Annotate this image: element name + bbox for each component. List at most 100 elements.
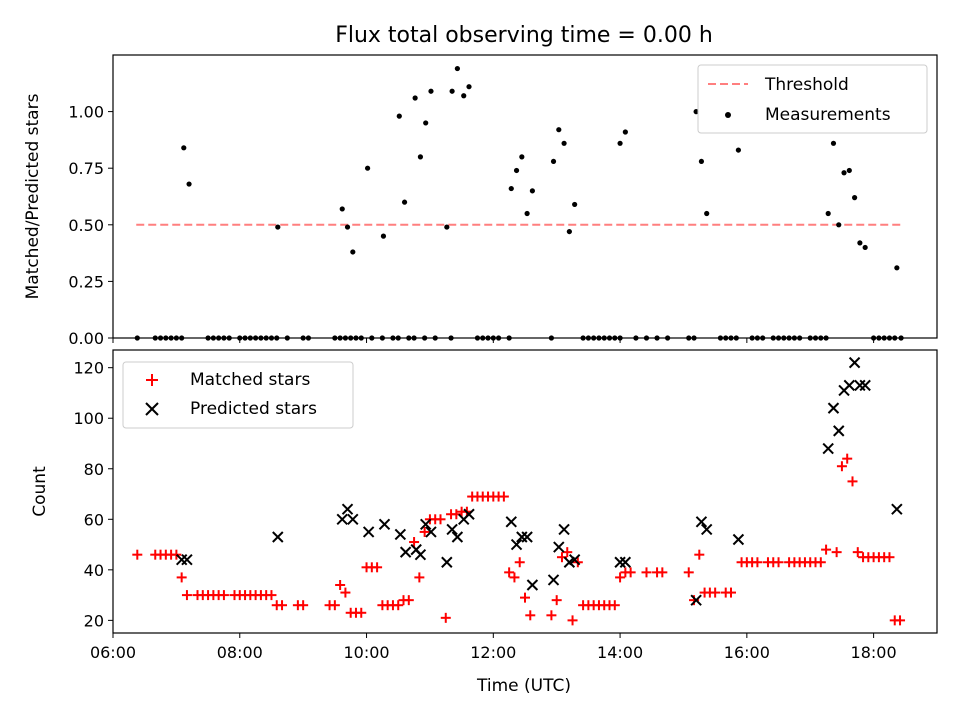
- matched-stars-marker: [773, 557, 784, 568]
- predicted-stars-marker: [558, 523, 570, 536]
- measurement-point: [556, 127, 562, 133]
- ratio-legend: Threshold Measurements: [697, 64, 928, 134]
- measurement-point: [401, 199, 408, 205]
- measurement-point: [825, 210, 831, 217]
- matched-stars-marker: [356, 607, 367, 618]
- matched-stars-marker: [831, 547, 842, 558]
- predicted-stars-marker: [848, 356, 861, 369]
- matched-stars-marker: [329, 600, 340, 611]
- predicted-stars-marker: [181, 554, 193, 566]
- predicted-stars-marker: [463, 508, 475, 520]
- matched-stars-marker: [181, 590, 192, 601]
- matched-stars-marker: [176, 572, 187, 583]
- predicted-stars-marker: [441, 556, 453, 568]
- matched-stars-marker: [842, 453, 853, 464]
- measurement-point: [417, 154, 424, 160]
- predicted-stars-marker: [690, 594, 702, 606]
- measurement-point: [830, 140, 837, 146]
- matched-stars-marker: [335, 579, 346, 590]
- matched-stars-marker: [298, 600, 309, 611]
- measurement-point: [852, 195, 858, 201]
- matched-stars-marker: [847, 476, 858, 487]
- count-legend: Matched stars Predicted stars: [122, 361, 354, 429]
- ratio-y-tick-label: 0.50: [68, 216, 104, 235]
- matched-stars-marker: [504, 567, 515, 578]
- predicted-stars-marker: [272, 531, 284, 543]
- measurement-point: [449, 88, 455, 94]
- matched-stars-marker: [752, 557, 763, 568]
- predicted-stars-marker: [732, 533, 745, 546]
- predicted-stars-marker: [822, 442, 834, 455]
- predicted-stars-marker: [521, 531, 533, 543]
- matched-stars-marker: [562, 547, 573, 558]
- matched-stars-marker: [340, 587, 351, 598]
- matched-stars-marker: [641, 567, 652, 578]
- count-legend-box: [122, 361, 354, 429]
- measurement-point: [561, 140, 567, 146]
- measurement-point: [693, 109, 699, 115]
- count-y-tick-label: 100: [73, 409, 104, 428]
- predicted-stars-marker: [553, 541, 565, 553]
- measurement-point: [894, 265, 900, 271]
- matched-stars-marker: [852, 547, 863, 558]
- predicted-stars-marker: [568, 554, 581, 566]
- predicted-stars-marker: [414, 548, 427, 561]
- matched-stars-marker: [414, 572, 425, 583]
- matched-stars-marker: [567, 615, 578, 626]
- matched-stars-marker: [815, 557, 826, 568]
- measurement-point: [350, 249, 356, 255]
- predicted-stars-marker: [891, 503, 903, 515]
- measurement-point: [508, 185, 514, 192]
- matched-stars-marker: [132, 549, 143, 560]
- predicted-stars-marker: [833, 425, 845, 437]
- matched-stars-legend-swatch: [146, 374, 158, 386]
- measurement-point: [364, 165, 371, 171]
- measurement-point: [454, 65, 460, 72]
- matched-stars-marker: [546, 610, 557, 621]
- matched-stars-marker: [836, 461, 847, 472]
- matched-stars-marker: [498, 491, 509, 502]
- matched-stars-marker: [726, 587, 736, 598]
- matched-stars-marker: [520, 592, 530, 603]
- ratio-y-tick-label: 0.00: [68, 329, 104, 348]
- predicted-stars-marker: [700, 523, 713, 536]
- x-tick-label: 14:00: [597, 643, 643, 662]
- matched-stars-marker: [409, 537, 420, 548]
- measurement-point: [735, 147, 741, 153]
- ratio-y-axis-label: Matched/Predicted stars: [23, 93, 43, 299]
- predicted-stars-marker: [362, 526, 375, 538]
- matched-stars-marker: [514, 557, 525, 568]
- predicted-stars-marker: [347, 513, 359, 526]
- measurement-point: [698, 158, 705, 165]
- matched-stars-marker: [525, 610, 536, 621]
- predicted-stars-marker: [510, 538, 523, 551]
- predicted-stars-marker: [394, 528, 407, 541]
- predicted-stars-marker: [547, 574, 560, 586]
- predicted-stars-marker: [843, 379, 856, 392]
- measurement-point: [428, 88, 434, 94]
- predicted-stars-marker: [505, 516, 517, 528]
- matched-stars-marker: [821, 544, 832, 555]
- measurement-point: [572, 201, 578, 208]
- matched-stars-marker: [657, 567, 668, 578]
- count-plot-frame: [112, 349, 938, 634]
- ratio-plot-frame: [112, 54, 938, 339]
- ratio-y-tick-label: 1.00: [68, 103, 104, 122]
- measurement-point: [275, 224, 281, 230]
- predicted-stars-marker: [827, 402, 840, 414]
- measurement-point: [550, 158, 557, 165]
- count-y-axis-label: Count: [30, 466, 50, 517]
- predicted-stars-legend-label: Predicted stars: [190, 399, 317, 419]
- predicted-stars-marker: [425, 526, 437, 538]
- count-y-tick-label: 80: [84, 460, 104, 479]
- predicted-stars-marker: [341, 503, 354, 515]
- matched-stars-marker: [277, 600, 288, 611]
- measurement-point: [519, 154, 525, 160]
- x-tick-label: 12:00: [470, 643, 516, 662]
- predicted-stars-marker: [619, 556, 632, 568]
- matched-stars-marker: [435, 514, 446, 525]
- measurements-legend-swatch: [725, 112, 731, 118]
- matched-stars-marker: [694, 549, 705, 560]
- predicted-stars-marker: [446, 523, 458, 536]
